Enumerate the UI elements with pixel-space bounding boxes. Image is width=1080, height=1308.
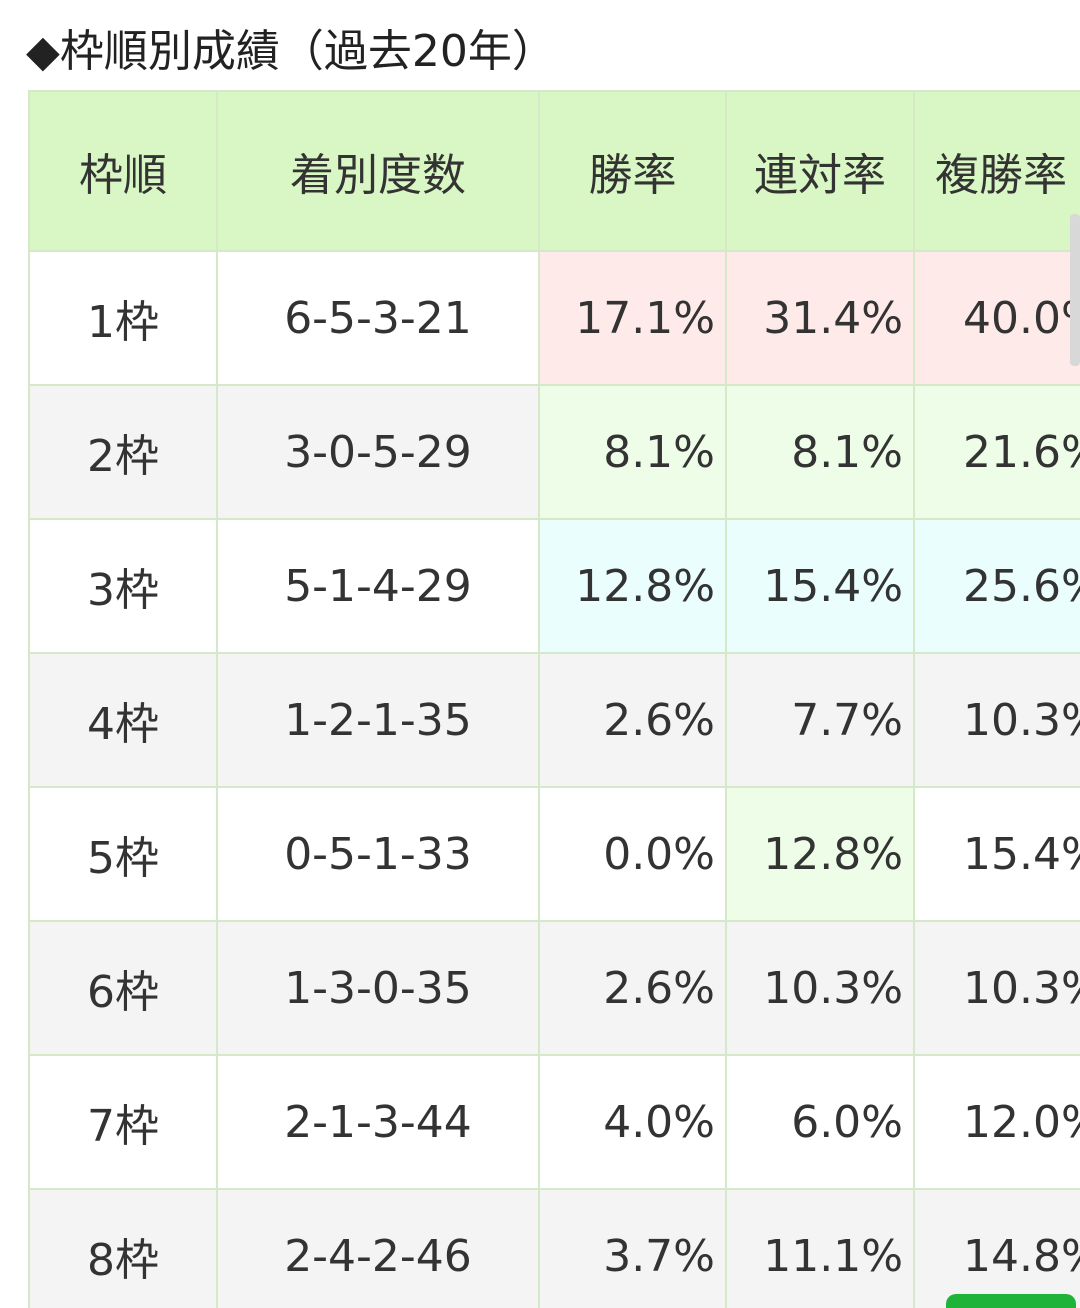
- cell: 8.1%: [725, 384, 915, 520]
- header-cell: 連対率: [725, 90, 915, 252]
- row: 6枠1-3-0-352.6%10.3%10.3%: [28, 920, 1080, 1056]
- cell: 21.6%: [913, 384, 1080, 520]
- row: 5枠0-5-1-330.0%12.8%15.4%: [28, 786, 1080, 922]
- cell: 31.4%: [725, 250, 915, 386]
- cell: 17.1%: [538, 250, 727, 386]
- cell: 1-3-0-35: [216, 920, 540, 1056]
- header-row: 枠順 着別度数 勝率 連対率 複勝率: [28, 90, 1080, 252]
- cell: 12.8%: [538, 518, 727, 654]
- cell: 14.8%: [913, 1188, 1080, 1308]
- cell: 1-2-1-35: [216, 652, 540, 788]
- cell: 2枠: [28, 384, 218, 520]
- title: ◆枠順別成績（過去20年）: [26, 26, 556, 77]
- button[interactable]: [946, 1294, 1076, 1308]
- cell: 8.1%: [538, 384, 727, 520]
- cell: 0.0%: [538, 786, 727, 922]
- header-cell: 勝率: [538, 90, 727, 252]
- cell: 4枠: [28, 652, 218, 788]
- cell: 8枠: [28, 1188, 218, 1308]
- row: 7枠2-1-3-444.0%6.0%12.0%: [28, 1054, 1080, 1190]
- cell: 2.6%: [538, 920, 727, 1056]
- cell: 12.8%: [725, 786, 915, 922]
- cell: 6-5-3-21: [216, 250, 540, 386]
- cell: 5-1-4-29: [216, 518, 540, 654]
- cell: 2.6%: [538, 652, 727, 788]
- cell: 3枠: [28, 518, 218, 654]
- cell: 7枠: [28, 1054, 218, 1190]
- header-cell: 枠順: [28, 90, 218, 252]
- cell: 12.0%: [913, 1054, 1080, 1190]
- row: 8枠2-4-2-463.7%11.1%14.8%: [28, 1188, 1080, 1308]
- cell: 2-1-3-44: [216, 1054, 540, 1190]
- cell: 5枠: [28, 786, 218, 922]
- cell: 3-0-5-29: [216, 384, 540, 520]
- cell: 3.7%: [538, 1188, 727, 1308]
- cell: 15.4%: [913, 786, 1080, 922]
- cell: 25.6%: [913, 518, 1080, 654]
- cell: 6枠: [28, 920, 218, 1056]
- cell: 15.4%: [725, 518, 915, 654]
- cell: 10.3%: [913, 652, 1080, 788]
- cell: 1枠: [28, 250, 218, 386]
- cell: 11.1%: [725, 1188, 915, 1308]
- row: 4枠1-2-1-352.6%7.7%10.3%: [28, 652, 1080, 788]
- cell: 40.0%: [913, 250, 1080, 386]
- cell: 4.0%: [538, 1054, 727, 1190]
- header-cell: 複勝率: [913, 90, 1080, 252]
- cell: 7.7%: [725, 652, 915, 788]
- cell: 10.3%: [725, 920, 915, 1056]
- cell: 6.0%: [725, 1054, 915, 1190]
- scrollbar: [1070, 214, 1080, 366]
- row: 2枠3-0-5-298.1%8.1%21.6%: [28, 384, 1080, 520]
- cell: 2-4-2-46: [216, 1188, 540, 1308]
- table-head: 枠順 着別度数 勝率 連対率 複勝率: [28, 90, 1080, 252]
- header-cell: 着別度数: [216, 90, 540, 252]
- cell: 10.3%: [913, 920, 1080, 1056]
- cell: 0-5-1-33: [216, 786, 540, 922]
- table-body: 1枠6-5-3-2117.1%31.4%40.0%2枠3-0-5-298.1%8…: [28, 250, 1080, 1308]
